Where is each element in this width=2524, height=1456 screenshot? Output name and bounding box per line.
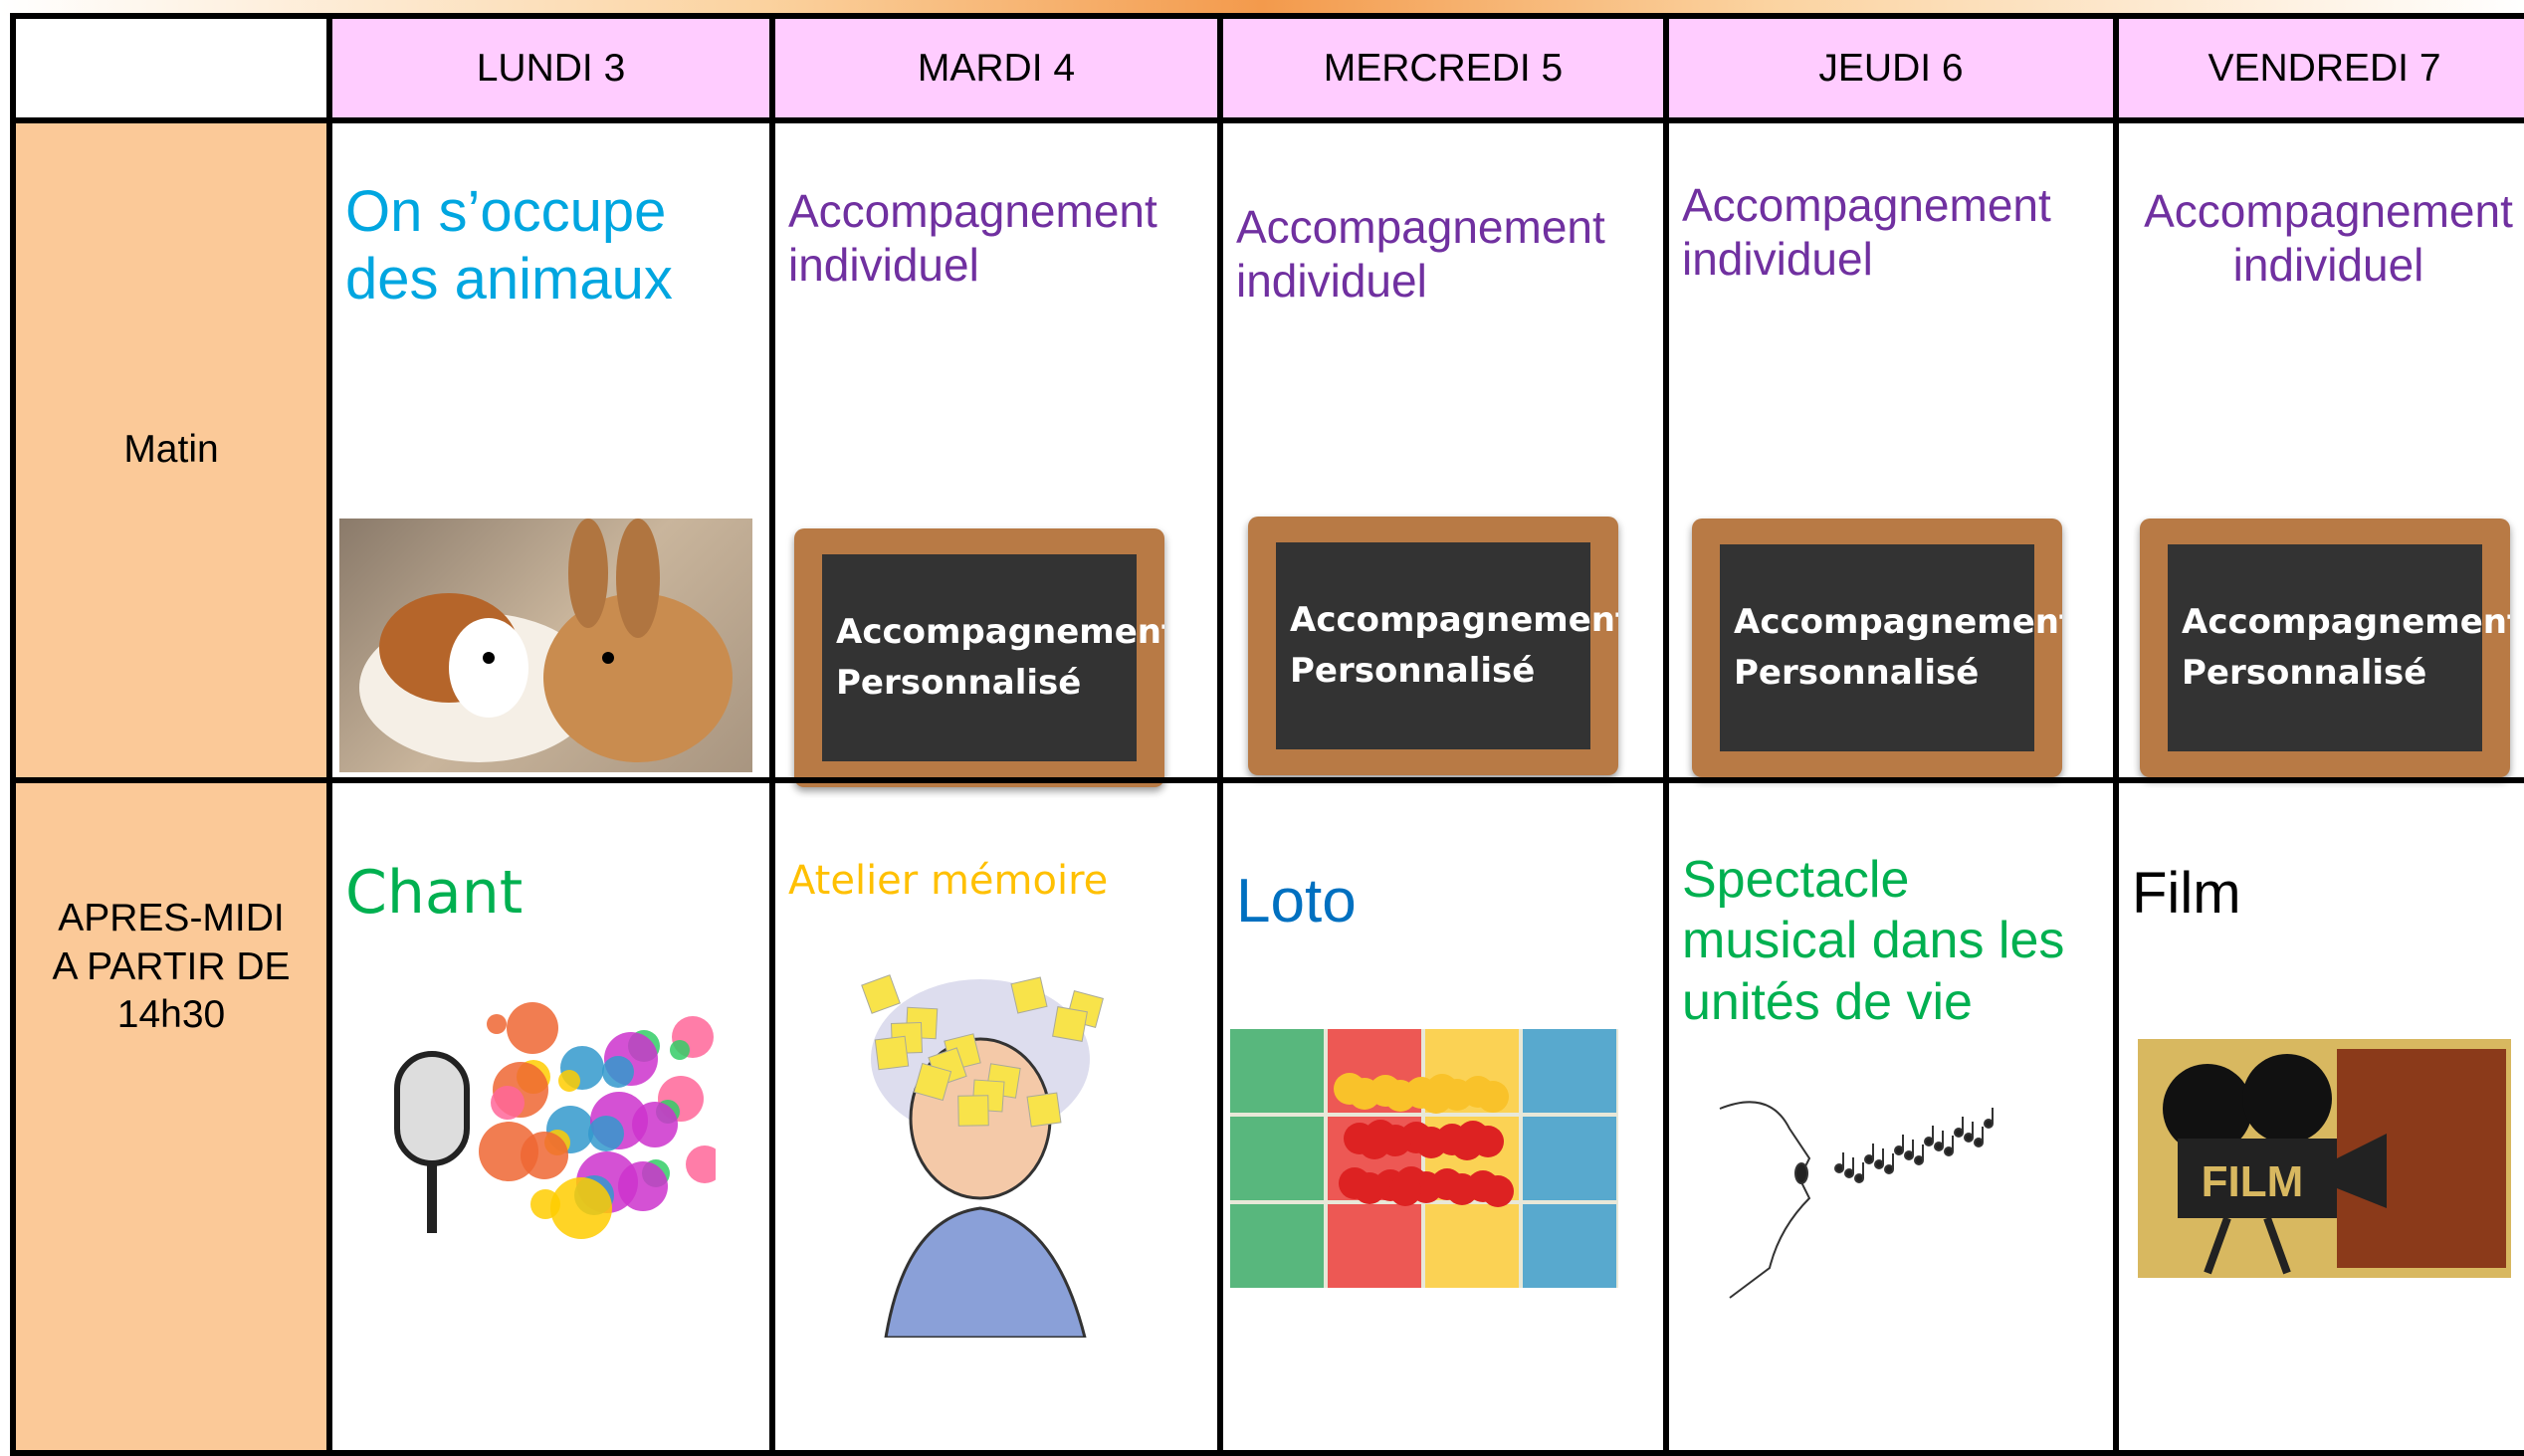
- schedule-cell: Chant: [329, 780, 772, 1453]
- schedule-cell: Accompagnement individuel Accompagnement Pe…: [1220, 120, 1666, 780]
- schedule-cell: Film FILM: [2116, 780, 2524, 1453]
- text-line: Accompagnement: [1236, 201, 1605, 253]
- text-line: On s’occupe: [345, 179, 667, 244]
- grid-line: [1663, 13, 1669, 1450]
- text-line: Spectacle: [1682, 851, 1910, 909]
- text-line: Loto: [1236, 867, 1357, 936]
- chalkboard-text: Accompagnement Personnalisé: [822, 554, 1164, 761]
- singer-illustration: [1719, 1101, 1994, 1299]
- grid-line: [2113, 13, 2119, 1450]
- day-header: VENDREDI 7: [2116, 16, 2524, 120]
- schedule-cell: Accompagnement individuel Accompagnement Pe…: [1666, 120, 2116, 780]
- schedule-cell: Loto: [1220, 780, 1666, 1453]
- grid-line: [10, 13, 2524, 19]
- text-line: APRES-MIDI: [58, 896, 285, 939]
- text-line: Atelier mémoire: [788, 858, 1109, 904]
- grid-line: [326, 13, 332, 1450]
- text-line: Accompagnement: [1682, 179, 2051, 231]
- day-header: JEUDI 6: [1666, 16, 2116, 120]
- text-line: individuel: [1236, 255, 1427, 308]
- top-decoration: [0, 0, 2524, 16]
- grid-line: [1217, 13, 1223, 1450]
- day-header: LUNDI 3: [329, 16, 772, 120]
- text-line: Accompagnement: [2182, 602, 2510, 642]
- activity-text: Atelier mémoire: [788, 858, 1212, 905]
- row-label: Matin: [13, 120, 329, 780]
- text-line: 14h30: [116, 993, 226, 1037]
- activity-text: On s’occupe des animaux: [345, 178, 764, 314]
- schedule-cell: On s’occupe des animaux: [329, 120, 772, 780]
- film-illustration: FILM: [2163, 1049, 2506, 1275]
- activity-text: Accompagnement individuel: [788, 184, 1212, 293]
- grid-line: [769, 13, 775, 1450]
- activity-image: [339, 519, 752, 772]
- activity-text: Loto: [1236, 865, 1658, 937]
- activity-image: [367, 984, 716, 1243]
- text-line: musical dans les: [1682, 912, 2065, 970]
- text-line: individuel: [1682, 233, 1873, 286]
- activity-image: Accompagnement Personnalisé: [1248, 517, 1618, 775]
- schedule-cell: Atelier mémoire: [772, 780, 1220, 1453]
- microphone-illustration: [394, 1002, 716, 1239]
- activity-image: Accompagnement Personnalisé: [1692, 519, 2062, 777]
- text-line: Accompagnement: [836, 612, 1164, 652]
- day-header: MERCREDI 5: [1220, 16, 1666, 120]
- text-line: Personnalisé: [2182, 653, 2427, 693]
- activity-image: FILM: [2138, 1039, 2511, 1278]
- activity-text: Accompagnement individuel: [1236, 200, 1658, 309]
- film-sign: FILM: [2202, 1157, 2304, 1206]
- activity-text: Accompagnement individuel: [1682, 178, 2108, 287]
- day-header: MARDI 4: [772, 16, 1220, 120]
- chalkboard-text: Accompagnement Personnalisé: [1276, 542, 1618, 749]
- loto-illustration: [1230, 1029, 1616, 1288]
- grid-line: [10, 777, 2524, 783]
- chalkboard-text: Accompagnement Personnalisé: [1720, 544, 2062, 751]
- activity-image: [1230, 1029, 1618, 1288]
- row-label: APRES-MIDI A PARTIR DE 14h30: [13, 780, 329, 1453]
- activity-text: Chant: [345, 858, 764, 929]
- text-line: Personnalisé: [1290, 651, 1536, 691]
- text-line: Personnalisé: [1734, 653, 1980, 693]
- text-line: des animaux: [345, 247, 673, 312]
- activity-image: [846, 969, 1115, 1338]
- grid-line: [10, 117, 2524, 123]
- text-line: Personnalisé: [836, 663, 1082, 703]
- text-line: Accompagnement: [2144, 185, 2513, 237]
- activity-image: Accompagnement Personnalisé: [2140, 519, 2510, 777]
- grid-line: [10, 13, 16, 1450]
- animals-illustration: [359, 519, 733, 762]
- chalkboard-text: Accompagnement Personnalisé: [2168, 544, 2510, 751]
- activity-text: Spectacle musical dans les unités de vie: [1682, 850, 2108, 1033]
- schedule-cell: Accompagnement individuel Accompagnement Pe…: [2116, 120, 2524, 780]
- grid-line: [10, 1450, 2524, 1456]
- schedule-cell: Accompagnement individuel Accompagnement Pe…: [772, 120, 1220, 787]
- text-line: A PARTIR DE: [52, 944, 291, 988]
- text-line: Matin: [123, 428, 219, 472]
- schedule-cell: Spectacle musical dans les unités de vie: [1666, 780, 2116, 1453]
- text-line: individuel: [2232, 239, 2424, 292]
- text-line: Chant: [345, 858, 524, 928]
- text-line: individuel: [788, 239, 979, 292]
- activity-text: Accompagnement individuel: [2132, 184, 2524, 293]
- text-line: unités de vie: [1682, 972, 1973, 1031]
- activity-image: Accompagnement Personnalisé: [794, 528, 1164, 787]
- text-line: Accompagnement: [1734, 602, 2062, 642]
- text-line: Film: [2132, 861, 2241, 926]
- header-corner: [13, 16, 329, 120]
- memory-illustration: [861, 974, 1104, 1338]
- activity-image: [1710, 1069, 2018, 1308]
- activity-text: Film: [2132, 860, 2524, 928]
- text-line: Accompagnement: [788, 185, 1157, 237]
- text-line: Accompagnement: [1290, 600, 1618, 640]
